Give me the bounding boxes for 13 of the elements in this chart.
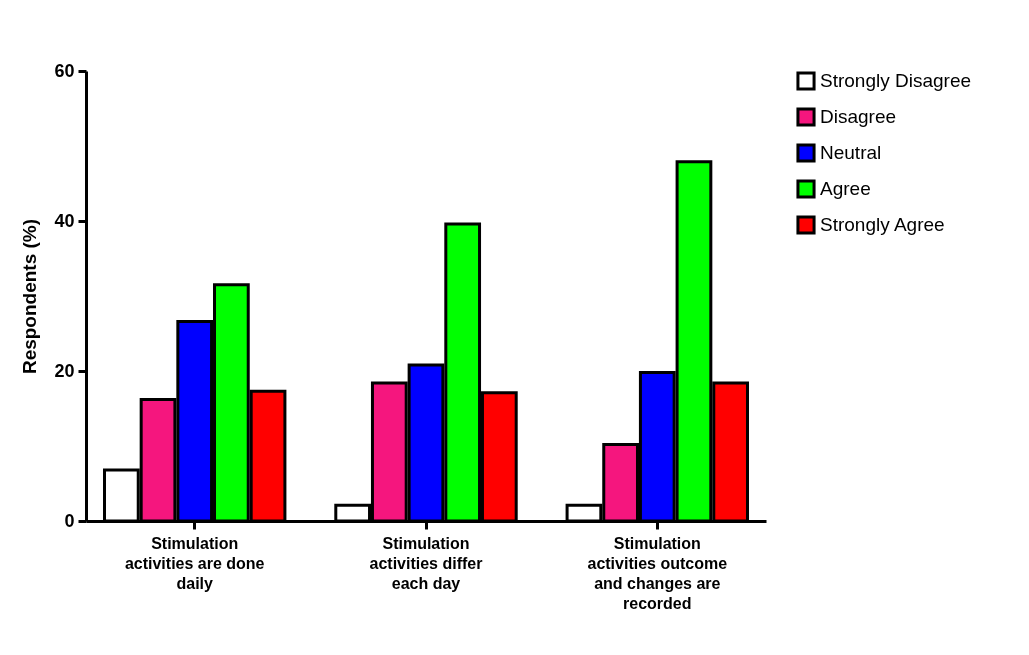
- legend-label: Strongly Agree: [820, 214, 945, 235]
- legend-label: Agree: [820, 178, 871, 199]
- legend-label: Neutral: [820, 142, 882, 163]
- legend-label: Disagree: [820, 106, 897, 127]
- legend-label: Strongly Disagree: [820, 70, 972, 91]
- y-tick-label: 60: [54, 60, 75, 81]
- y-tick-label: 20: [54, 360, 75, 381]
- y-axis-title: Respondents (%): [19, 218, 41, 375]
- y-tick-label: 40: [54, 210, 75, 231]
- y-tick-label: 0: [64, 510, 75, 531]
- x-tick-label: Stimulation activities outcome and changes are recorded: [587, 534, 728, 612]
- x-tick-label: Stimulation activities differ each day: [369, 534, 483, 592]
- x-tick-label: Stimulation activities are done daily: [124, 534, 265, 592]
